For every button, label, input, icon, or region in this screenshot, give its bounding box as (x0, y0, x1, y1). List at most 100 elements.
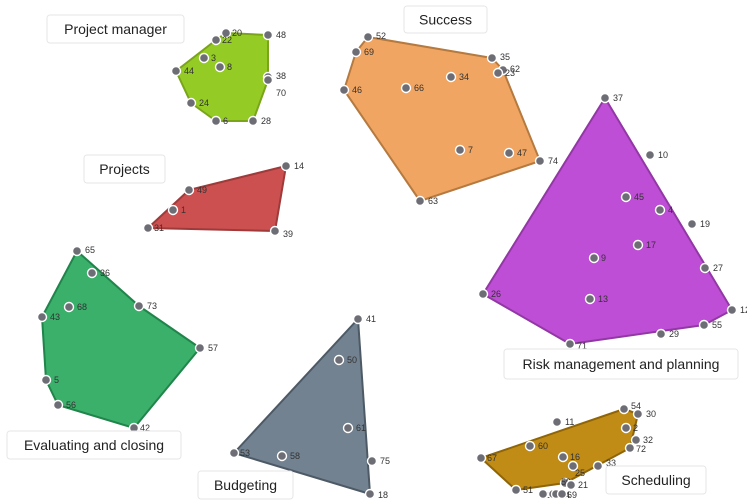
node-60: 60 (524, 440, 548, 452)
cluster-label-success: Success (403, 5, 488, 34)
node-70: 70 (262, 74, 286, 98)
node-dot (214, 61, 226, 73)
node-dot (620, 422, 632, 434)
node-dot (624, 442, 636, 454)
node-1: 1 (167, 204, 186, 216)
node-dot (36, 311, 48, 323)
node-dot (699, 262, 711, 274)
node-label: 39 (283, 229, 293, 239)
node-dot (618, 403, 630, 415)
node-dot (565, 479, 577, 491)
node-13: 13 (584, 293, 608, 305)
node-label: 52 (376, 31, 386, 41)
node-dot (630, 434, 642, 446)
node-label: 31 (154, 223, 164, 233)
node-label: 65 (85, 245, 95, 255)
node-75: 75 (366, 455, 390, 467)
node-53: 53 (228, 447, 250, 459)
node-2: 2 (620, 422, 638, 434)
node-52: 52 (362, 31, 386, 43)
cluster-label-risk-management-and-planning: Risk management and planning (503, 348, 739, 380)
node-16: 16 (557, 451, 580, 463)
node-47: 47 (503, 147, 527, 159)
node-label: 21 (578, 480, 588, 490)
cluster-label-evaluating-and-closing: Evaluating and closing (6, 430, 182, 460)
cluster-success (343, 36, 541, 202)
node-dot (654, 204, 666, 216)
cluster-risk-management-and-planning (482, 97, 733, 345)
node-label: 63 (428, 196, 438, 206)
label-box (503, 348, 739, 380)
node-label: 57 (208, 343, 218, 353)
node-dot (262, 29, 274, 41)
node-dot (133, 300, 145, 312)
node-label: 28 (261, 116, 271, 126)
node-dot (185, 97, 197, 109)
node-label: 53 (240, 448, 250, 458)
node-label: 70 (276, 88, 286, 98)
node-label: 6 (223, 116, 228, 126)
node-dot (228, 447, 240, 459)
node-19: 19 (686, 218, 710, 230)
node-46: 46 (338, 84, 362, 96)
node-dot (477, 288, 489, 300)
node-label: 32 (643, 435, 653, 445)
node-label: 54 (631, 401, 641, 411)
node-label: 37 (613, 93, 623, 103)
node-44: 44 (170, 65, 194, 77)
node-label: 45 (634, 192, 644, 202)
node-12: 12 (726, 304, 747, 316)
node-label: 58 (290, 451, 300, 461)
node-label: 67 (487, 453, 497, 463)
node-label: 48 (276, 30, 286, 40)
node-label: 25 (575, 468, 585, 478)
cluster-label-budgeting: Budgeting (197, 470, 294, 500)
node-dot (366, 455, 378, 467)
node-dot (551, 416, 563, 428)
node-dot (142, 222, 154, 234)
node-label: 38 (276, 71, 286, 81)
node-41: 41 (352, 313, 376, 325)
node-10: 10 (644, 149, 668, 161)
node-72: 72 (624, 442, 646, 454)
node-dot (198, 52, 210, 64)
node-label: 8 (227, 62, 232, 72)
node-dot (210, 34, 222, 46)
node-4: 4 (654, 204, 673, 216)
node-label: 10 (658, 150, 668, 160)
node-48: 48 (262, 29, 286, 41)
node-dot (644, 149, 656, 161)
node-label: 19 (700, 219, 710, 229)
node-37: 37 (599, 92, 623, 104)
node-label: 17 (646, 240, 656, 250)
node-30: 30 (632, 408, 656, 420)
cluster-label-text: Project manager (64, 21, 167, 37)
node-label: 46 (352, 85, 362, 95)
node-11: 11 (551, 416, 574, 428)
node-24: 24 (185, 97, 209, 109)
cluster-projects (147, 165, 287, 232)
node-dot (183, 184, 195, 196)
node-label: 20 (232, 28, 242, 38)
node-29: 29 (655, 328, 679, 340)
node-label: 43 (50, 312, 60, 322)
node-label: 26 (491, 289, 501, 299)
node-label: 35 (500, 52, 510, 62)
node-label: 36 (100, 268, 110, 278)
cluster-label-text: Success (419, 12, 472, 28)
node-label: 56 (66, 400, 76, 410)
node-label: 68 (77, 302, 87, 312)
node-35: 35 (486, 52, 510, 64)
node-label: 72 (636, 444, 646, 454)
node-dot (414, 195, 426, 207)
node-17: 17 (632, 239, 656, 251)
node-57: 57 (194, 342, 218, 354)
cluster-label-text: Risk management and planning (523, 356, 720, 372)
node-22: 22 (210, 34, 232, 46)
node-63: 63 (414, 195, 438, 207)
node-dot (338, 84, 350, 96)
node-dot (510, 484, 522, 496)
node-dot (364, 488, 376, 500)
node-label: 9 (601, 253, 606, 263)
label-box (403, 5, 488, 34)
